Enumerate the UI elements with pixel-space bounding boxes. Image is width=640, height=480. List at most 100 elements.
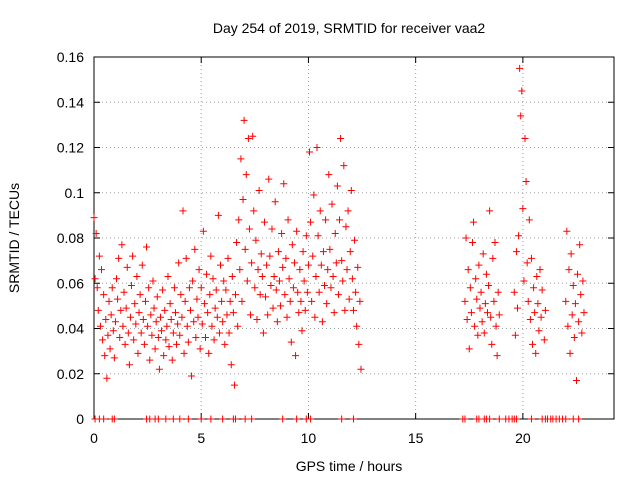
data-point [521,134,529,142]
data-point [158,327,166,335]
data-point [270,272,278,280]
data-point [119,322,127,330]
data-point [149,277,157,285]
data-point [337,134,345,142]
data-point [136,291,144,299]
data-point [203,270,211,278]
data-point [103,374,111,382]
data-point [535,327,543,335]
y-tick-label: 0 [76,411,84,427]
data-point [262,293,270,301]
data-point [244,134,252,142]
data-point [285,275,293,283]
y-tick-label: 0.02 [57,366,84,382]
data-point [486,415,494,423]
y-tick-label: 0.1 [65,185,85,201]
data-point [207,252,215,260]
data-point [200,300,208,308]
data-point [324,266,332,274]
data-point [272,286,280,294]
data-point [161,306,169,314]
data-point [523,259,531,267]
data-point [254,266,262,274]
data-point [260,218,268,226]
data-point [462,234,470,242]
data-point [525,216,533,224]
data-point [105,297,113,305]
data-point [314,232,322,240]
data-point [162,415,170,423]
data-point [301,306,309,314]
data-point [562,297,570,305]
data-point [309,252,317,260]
data-point [150,304,158,312]
data-point [250,207,258,215]
data-point [100,415,108,423]
data-point [195,266,203,274]
data-point [241,245,249,253]
data-point [266,252,274,260]
data-point [118,241,126,249]
data-point [271,198,279,206]
data-point [238,297,246,305]
data-point [179,207,187,215]
data-point [346,248,354,256]
data-point [267,282,275,290]
y-tick-label: 0.14 [57,94,84,110]
data-point [237,155,245,163]
data-point [182,254,190,262]
data-point [482,270,490,278]
data-point [325,171,333,179]
data-point [94,306,102,314]
data-point [130,336,138,344]
data-point [470,218,478,226]
data-point [241,415,249,423]
data-point [306,148,314,156]
data-point [245,225,253,233]
data-point [510,288,518,296]
data-point [184,415,192,423]
data-point [295,309,303,317]
data-point [340,162,348,170]
data-point [524,297,532,305]
data-point [110,415,118,423]
data-point [194,313,202,321]
data-point [298,327,306,335]
data-point [570,334,578,342]
data-point [144,322,152,330]
data-point [139,315,147,323]
data-point [168,356,176,364]
data-point [143,243,151,251]
data-point [485,282,493,290]
data-point [169,329,177,337]
data-point [206,291,214,299]
data-point [355,340,363,348]
data-point [338,415,346,423]
data-point [341,306,349,314]
data-point [322,216,330,224]
data-point [122,304,130,312]
data-point [532,349,540,357]
data-point [461,297,469,305]
data-point [176,415,184,423]
data-point [287,338,295,346]
data-point [211,304,219,312]
data-point [304,261,312,269]
data-point [571,300,579,308]
data-point [537,313,545,321]
data-point [317,261,325,269]
data-point [113,275,121,283]
data-point [316,207,324,215]
data-point [565,266,573,274]
data-point [222,286,230,294]
data-point [171,309,179,317]
data-point [154,415,162,423]
data-point [191,245,199,253]
data-point [141,297,149,305]
data-point [278,229,286,237]
data-point [128,282,136,290]
data-point [293,227,301,235]
data-point [126,313,134,321]
data-point [476,304,484,312]
